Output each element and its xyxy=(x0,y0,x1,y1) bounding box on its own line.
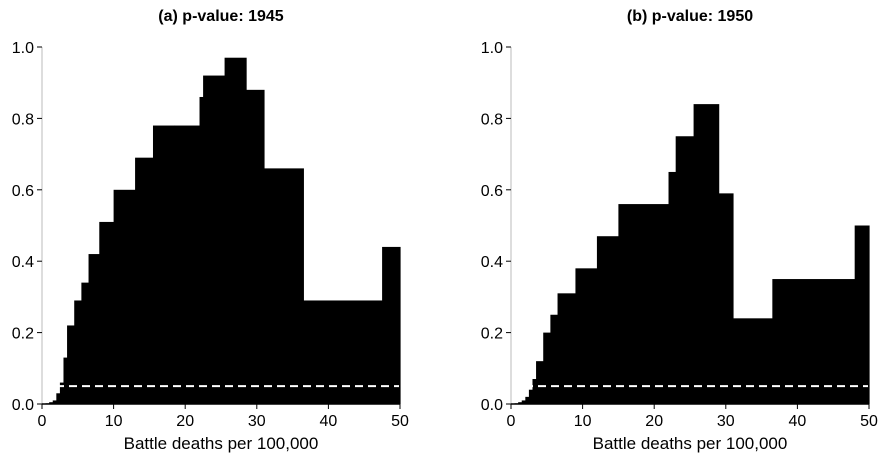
step-bar xyxy=(113,189,136,404)
x-tick-label: 50 xyxy=(391,413,409,430)
step-bar xyxy=(521,400,526,404)
step-bar xyxy=(772,279,856,404)
y-tick-label: 0.2 xyxy=(481,326,503,343)
step-bar xyxy=(618,204,670,404)
y-tick-label: 0.8 xyxy=(12,111,34,128)
step-bar xyxy=(675,136,695,404)
step-bar xyxy=(224,57,247,405)
chart-panel-b: (b) p-value: 1950 0.0 0.2 0.4 0.6 0.8 1.0 0 10 2… xyxy=(442,0,883,455)
step-bar xyxy=(718,193,734,404)
y-tick-label: 0.8 xyxy=(481,111,503,128)
step-bar xyxy=(854,225,870,404)
step-bar xyxy=(263,168,304,404)
x-tick-label: 40 xyxy=(320,413,338,430)
step-bar xyxy=(174,125,201,404)
y-tick-label: 0.0 xyxy=(481,397,503,414)
step-bar xyxy=(303,300,383,404)
step-bar xyxy=(49,402,54,404)
y-tick-label: 1.0 xyxy=(12,40,34,57)
step-bar xyxy=(557,293,577,404)
step-bar xyxy=(63,357,68,404)
step-bar xyxy=(596,236,619,404)
step-bar xyxy=(525,396,530,404)
chart-title-a: (a) p-value: 1945 xyxy=(158,8,284,25)
x-axis-label-b: Battle deaths per 100,000 xyxy=(592,434,788,453)
step-bar xyxy=(246,89,265,404)
step-bar xyxy=(543,332,551,404)
step-bar xyxy=(52,400,57,404)
x-axis-label-a: Battle deaths per 100,000 xyxy=(123,434,319,453)
step-bar xyxy=(152,125,176,404)
x-tick-label: 40 xyxy=(789,413,807,430)
step-bar xyxy=(59,382,65,404)
step-bar xyxy=(99,221,115,404)
step-bar xyxy=(74,300,82,404)
step-bar xyxy=(732,318,773,404)
y-tick-label: 0.0 xyxy=(12,397,34,414)
chart-title-b: (b) p-value: 1950 xyxy=(626,8,754,25)
step-bar xyxy=(81,282,90,404)
y-tick-label: 1.0 xyxy=(481,40,503,57)
step-bar xyxy=(203,75,226,404)
x-tick-label: 20 xyxy=(176,413,194,430)
step-bar xyxy=(536,361,544,404)
y-tick-label: 0.6 xyxy=(481,183,503,200)
x-tick-label: 10 xyxy=(105,413,123,430)
plot-area-a: 0.0 0.2 0.4 0.6 0.8 1.0 0 10 20 30 40 50 xyxy=(12,40,409,430)
step-bar xyxy=(532,379,537,404)
x-tick-label: 20 xyxy=(645,413,663,430)
step-bar xyxy=(382,246,401,404)
x-tick-label: 30 xyxy=(717,413,735,430)
x-tick-label: 50 xyxy=(860,413,878,430)
step-bar xyxy=(528,389,534,404)
y-tick-label: 0.6 xyxy=(12,183,34,200)
step-bar xyxy=(693,104,720,405)
step-bar xyxy=(199,96,204,404)
step-bar xyxy=(518,402,523,404)
step-bar xyxy=(575,268,598,404)
plot-area-b: 0.0 0.2 0.4 0.6 0.8 1.0 0 10 20 30 40 50 xyxy=(481,40,878,430)
x-tick-label: 10 xyxy=(574,413,592,430)
x-tick-label: 0 xyxy=(38,413,47,430)
step-bar xyxy=(56,393,61,404)
step-bar xyxy=(135,157,154,404)
x-tick-label: 30 xyxy=(248,413,266,430)
step-bar xyxy=(88,254,100,404)
chart-panel-a: (a) p-value: 1945 0.0 0.2 0.4 0.6 0.8 1.0 0 10 2… xyxy=(0,0,441,455)
y-tick-label: 0.2 xyxy=(12,326,34,343)
x-tick-label: 0 xyxy=(507,413,516,430)
y-tick-label: 0.4 xyxy=(481,254,503,271)
step-bar xyxy=(550,314,559,404)
step-bar xyxy=(67,325,75,404)
y-tick-label: 0.4 xyxy=(12,254,34,271)
step-bar xyxy=(668,171,677,404)
